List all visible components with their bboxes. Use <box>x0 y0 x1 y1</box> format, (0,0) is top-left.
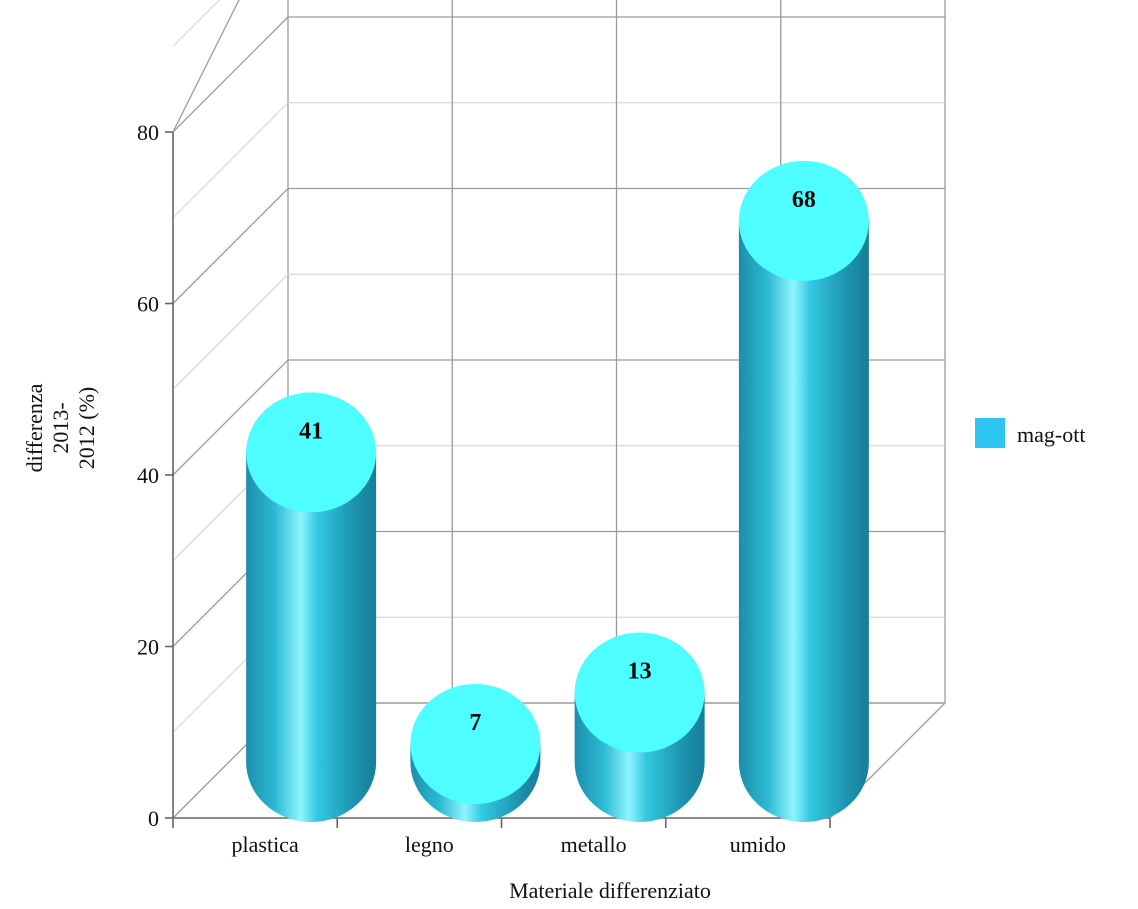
minor-gridline <box>172 273 945 390</box>
top-gridline <box>172 0 240 133</box>
y-tick-label: 20 <box>137 635 159 660</box>
legend-swatch <box>975 418 1005 448</box>
labels: Materiale differenziato differenza 2013-… <box>22 120 786 903</box>
data-label: 68 <box>792 187 816 213</box>
grid <box>165 0 946 828</box>
bar-top-umido <box>738 160 869 281</box>
bar-top-plastica <box>246 392 377 513</box>
y-axis-title-line-2: 2013- <box>48 402 73 453</box>
major-gridline <box>172 359 945 476</box>
minor-gridline <box>172 0 221 47</box>
y-tick-label: 0 <box>148 806 159 831</box>
data-label: 41 <box>299 418 323 444</box>
x-tick-label: umido <box>730 832 786 857</box>
x-tick-label: metallo <box>561 832 627 857</box>
bar-top-metallo <box>574 632 705 753</box>
data-label: 7 <box>469 710 481 736</box>
bar-cylinder-plastica <box>246 452 377 823</box>
legend-label: mag-ott <box>1017 422 1085 447</box>
y-tick-label: 80 <box>137 120 159 145</box>
y-axis-title-line-1: differenza <box>22 383 47 472</box>
y-tick-label: 60 <box>137 292 159 317</box>
major-gridline <box>172 187 945 304</box>
bars: 41 7 13 68 <box>246 160 869 823</box>
bar-top-legno <box>410 683 541 804</box>
x-axis-title: Materiale differenziato <box>509 878 711 903</box>
y-tick-label: 40 <box>137 463 159 488</box>
data-label: 13 <box>628 659 652 685</box>
major-gridline <box>172 16 945 133</box>
x-tick-label: plastica <box>232 832 299 857</box>
x-tick-label: legno <box>405 832 454 857</box>
y-axis-title-line-3: 2012 (%) <box>74 387 99 469</box>
bar-cylinder-umido <box>738 220 869 823</box>
minor-gridline <box>172 102 945 219</box>
legend: mag-ott <box>975 418 1085 448</box>
